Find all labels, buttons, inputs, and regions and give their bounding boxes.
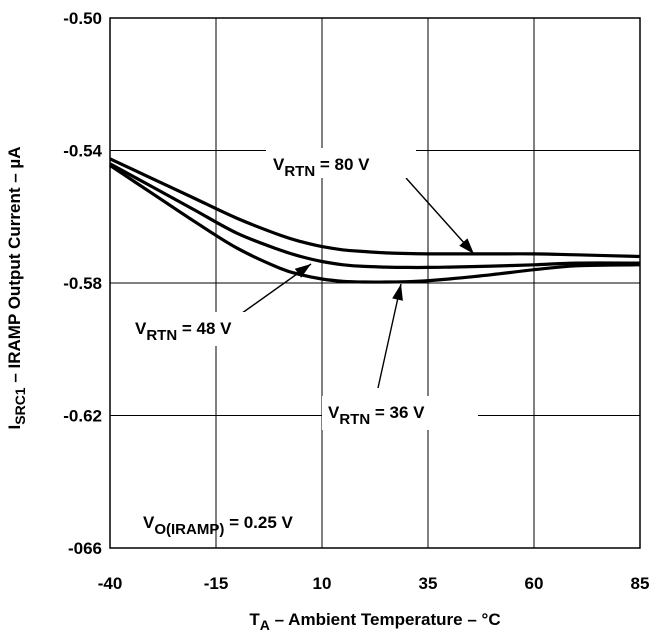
y-tick-label: -0.50: [63, 9, 102, 28]
x-tick-label: 85: [631, 574, 650, 593]
series-line-0: [109, 157, 641, 259]
plot-frame: [109, 17, 641, 549]
x-tick-label: -15: [204, 574, 229, 593]
y-axis-label: ISRC1 – IRAMP Output Current – µA: [5, 147, 28, 430]
annotations: [237, 177, 475, 389]
arrow-36v-line: [377, 283, 402, 389]
condition-label: VO(IRAMP) = 0.25 V: [143, 513, 294, 538]
series-label-36v: VRTN = 36 V: [322, 396, 478, 430]
y-axis-label-rest: – IRAMP Output Current – µA: [5, 147, 24, 388]
series-label-80v: VRTN = 80 V: [266, 148, 416, 180]
arrow-48v-head: [294, 264, 311, 278]
arrow-36v-head: [392, 284, 403, 301]
series-label-48v-bg: [130, 312, 275, 346]
y-tick-label: -0.54: [63, 142, 102, 161]
condition-label-rest: = 0.25 V: [224, 513, 293, 532]
x-tick-label: 35: [419, 574, 438, 593]
y-tick-label: -066: [68, 539, 102, 558]
y-tick-label: -0.62: [63, 407, 102, 426]
series-label-36v-text: VRTN = 36 V: [328, 403, 425, 428]
y-axis-label-main: I: [5, 425, 24, 430]
x-tick-label: 60: [525, 574, 544, 593]
series-lines: [109, 157, 641, 284]
condition-label-sub: O(IRAMP): [154, 521, 224, 538]
series-label-36v-bg: [322, 396, 478, 430]
series-label-80v-text: VRTN = 80 V: [273, 155, 370, 180]
arrow-80v-line: [405, 177, 475, 255]
x-tick-label: -40: [98, 574, 123, 593]
y-tick-label: -0.58: [63, 274, 102, 293]
x-tick-labels: -40 -15 10 35 60 85: [98, 574, 650, 593]
x-tick-label: 10: [313, 574, 332, 593]
x-axis-label: TA – Ambient Temperature – °C: [249, 610, 500, 633]
condition-label-main: V: [143, 513, 155, 532]
x-axis-label-main: T: [249, 610, 260, 629]
series-label-80v-bg: [266, 148, 416, 178]
y-tick-labels: -0.50 -0.54 -0.58 -0.62 -066: [63, 9, 102, 558]
series-label-48v: VRTN = 48 V: [130, 312, 275, 346]
y-axis-label-sub: SRC1: [12, 387, 28, 425]
x-axis-label-sub: A: [260, 617, 270, 633]
grid: [109, 17, 641, 549]
x-axis-label-rest: – Ambient Temperature – °C: [270, 610, 501, 629]
series-line-1: [109, 162, 641, 270]
series-line-2: [109, 164, 641, 284]
arrow-80v-head: [459, 238, 474, 254]
series-label-48v-text: VRTN = 48 V: [135, 319, 232, 344]
